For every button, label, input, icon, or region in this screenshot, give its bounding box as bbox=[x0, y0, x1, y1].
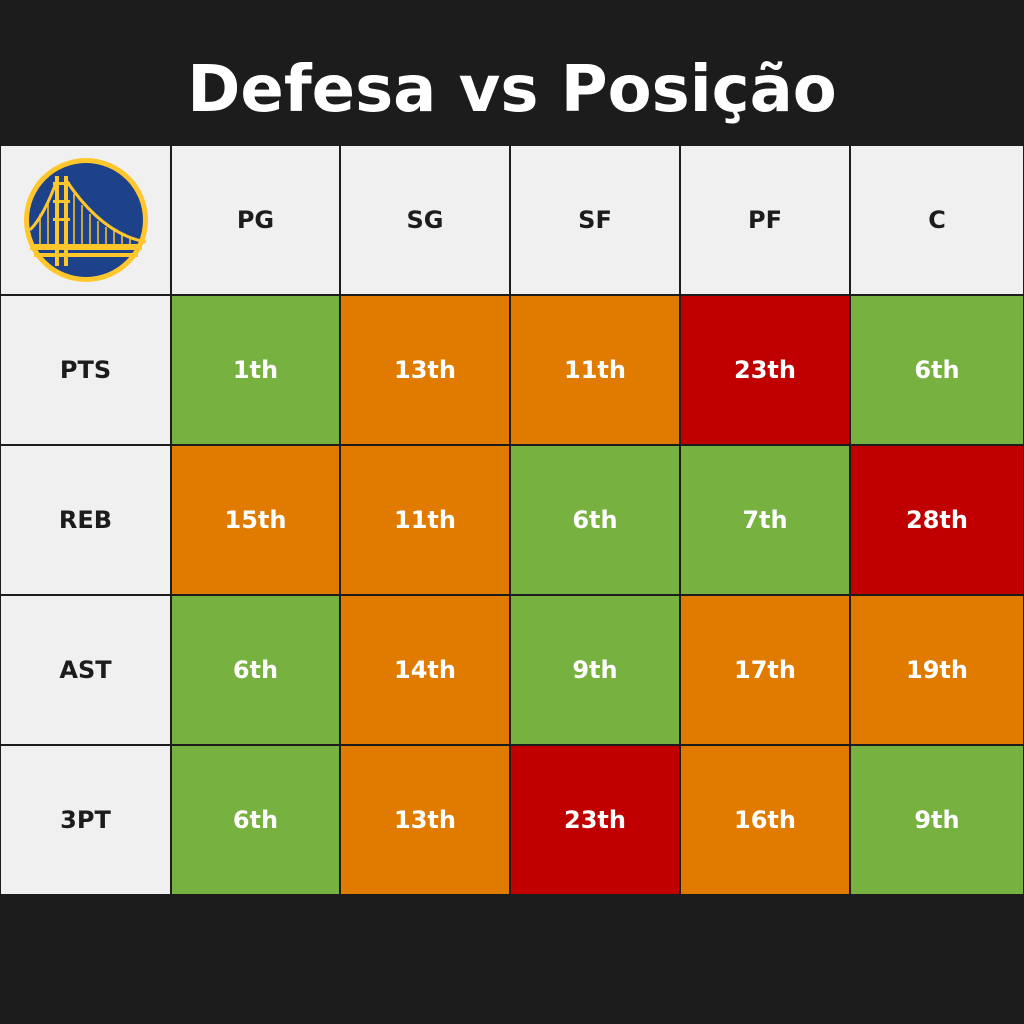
rank-cell-pts-sg: 13th bbox=[340, 295, 510, 445]
rank-cell-3pt-pf: 16th bbox=[680, 745, 850, 895]
rank-cell-reb-c: 28th bbox=[850, 445, 1024, 595]
rank-cell-reb-pg: 15th bbox=[171, 445, 340, 595]
rank-cell-reb-sg: 11th bbox=[340, 445, 510, 595]
warriors-logo-icon bbox=[23, 158, 148, 282]
row-label-ast: AST bbox=[0, 595, 171, 745]
column-header-c: C bbox=[850, 145, 1024, 295]
rank-cell-ast-sg: 14th bbox=[340, 595, 510, 745]
rank-cell-reb-pf: 7th bbox=[680, 445, 850, 595]
rank-cell-ast-pg: 6th bbox=[171, 595, 340, 745]
rank-cell-3pt-pg: 6th bbox=[171, 745, 340, 895]
row-label-3pt: 3PT bbox=[0, 745, 171, 895]
column-header-pf: PF bbox=[680, 145, 850, 295]
defense-table: PG SG SF PF C PTS 1th 13th 11th 23th 6th REB 15th 11t… bbox=[0, 145, 1024, 895]
row-label-pts: PTS bbox=[0, 295, 171, 445]
rank-cell-ast-sf: 9th bbox=[510, 595, 680, 745]
rank-cell-3pt-sg: 13th bbox=[340, 745, 510, 895]
page-title: Defesa vs Posição bbox=[187, 53, 837, 127]
rank-cell-pts-sf: 11th bbox=[510, 295, 680, 445]
rank-cell-pts-pg: 1th bbox=[171, 295, 340, 445]
row-label-reb: REB bbox=[0, 445, 171, 595]
rank-cell-3pt-sf: 23th bbox=[510, 745, 680, 895]
rank-cell-pts-pf: 23th bbox=[680, 295, 850, 445]
rank-cell-ast-pf: 17th bbox=[680, 595, 850, 745]
team-logo-cell bbox=[0, 145, 171, 295]
column-header-sf: SF bbox=[510, 145, 680, 295]
column-header-pg: PG bbox=[171, 145, 340, 295]
rank-cell-3pt-c: 9th bbox=[850, 745, 1024, 895]
rank-cell-ast-c: 19th bbox=[850, 595, 1024, 745]
column-header-sg: SG bbox=[340, 145, 510, 295]
rank-cell-pts-c: 6th bbox=[850, 295, 1024, 445]
rank-cell-reb-sf: 6th bbox=[510, 445, 680, 595]
